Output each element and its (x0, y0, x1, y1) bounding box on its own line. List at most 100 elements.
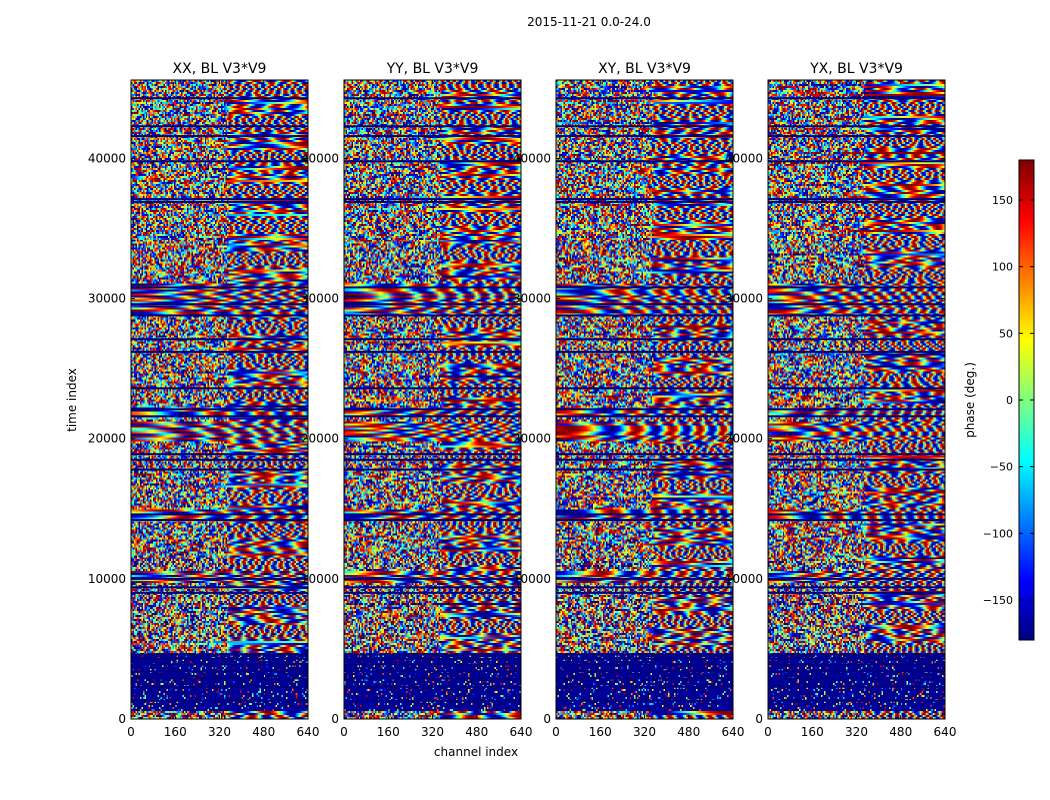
gap-row (131, 160, 308, 163)
gap-row (131, 135, 308, 138)
gap-row (768, 125, 945, 128)
gap-row (768, 97, 945, 100)
x-tick-label: 480 (252, 725, 275, 739)
gap-row (556, 653, 733, 656)
gap-row (768, 577, 945, 580)
gap-row (556, 350, 733, 353)
y-tick-label: 30000 (301, 292, 339, 306)
colorbar-tick-label: 100 (992, 261, 1013, 274)
x-axis-label: channel index (434, 745, 518, 759)
x-tick-label: 320 (421, 725, 444, 739)
y-tick-label: 40000 (513, 151, 551, 165)
panel-title: XX, BL V3*V9 (173, 61, 267, 77)
gap-row (768, 586, 945, 589)
panel-yy: YY, BL V3*V9 0 160 320 480 640 0 10000 20000 3000… (301, 61, 533, 739)
gap-row (768, 519, 945, 522)
y-tick-label: 30000 (513, 292, 551, 306)
x-tick-label: 640 (297, 725, 320, 739)
x-tick-label: 480 (465, 725, 488, 739)
y-tick-label: 30000 (725, 292, 763, 306)
gap-row (344, 663, 521, 666)
gap-row (556, 97, 733, 100)
gap-row (556, 685, 733, 688)
panel-yx: YX, BL V3*V9 0 160 320 480 640 0 10000 20000 3000… (725, 61, 957, 739)
gap-row (131, 677, 308, 680)
gap-row (768, 135, 945, 138)
heatmap-image (768, 80, 945, 719)
x-tick-label: 320 (208, 725, 231, 739)
gap-row (768, 453, 945, 456)
gap-row (556, 200, 733, 203)
gap-row (556, 591, 733, 594)
heatmap-image (556, 80, 733, 719)
gap-row (768, 350, 945, 353)
gap-row (131, 591, 308, 594)
gap-row (344, 314, 521, 317)
gap-row (768, 415, 945, 418)
gap-row (131, 586, 308, 589)
panel-xy: XY, BL V3*V9 0 160 320 480 640 0 10000 20000 3000… (513, 61, 745, 739)
gap-row (131, 338, 308, 341)
gap-row (556, 387, 733, 390)
gap-row (131, 699, 308, 702)
gap-row (768, 338, 945, 341)
gap-row (131, 670, 308, 673)
colorbar-tick-label: −50 (990, 461, 1013, 474)
gap-row (344, 519, 521, 522)
colorbar-tick-label: 50 (999, 327, 1013, 340)
y-tick-label: 30000 (88, 292, 126, 306)
gap-row (768, 200, 945, 203)
gap-row (131, 200, 308, 203)
gap-row (556, 286, 733, 289)
gap-row (131, 519, 308, 522)
gap-row (556, 198, 733, 201)
gap-row (768, 670, 945, 673)
heatmap-image (344, 80, 521, 719)
gap-row (344, 97, 521, 100)
suptitle: 2015-11-21 0.0-24.0 (527, 15, 651, 29)
gap-row (344, 286, 521, 289)
gap-row (556, 657, 733, 660)
gap-row (344, 135, 521, 138)
y-tick-label: 40000 (301, 151, 339, 165)
gap-row (344, 591, 521, 594)
x-tick-label: 160 (164, 725, 187, 739)
x-tick-label: 160 (377, 725, 400, 739)
gap-row (131, 653, 308, 656)
panel-title: YY, BL V3*V9 (386, 61, 479, 77)
gap-row (556, 160, 733, 163)
gap-row (556, 125, 733, 128)
gap-row (556, 699, 733, 702)
gap-row (344, 453, 521, 456)
gap-row (768, 591, 945, 594)
colorbar-tick-label: 150 (992, 194, 1013, 207)
x-tick-label: 0 (764, 725, 772, 739)
gap-row (131, 663, 308, 666)
gap-row (768, 685, 945, 688)
gap-row (556, 314, 733, 317)
gap-row (556, 468, 733, 471)
x-tick-label: 640 (934, 725, 957, 739)
x-tick-label: 0 (127, 725, 135, 739)
gap-row (768, 160, 945, 163)
y-tick-label: 0 (543, 712, 551, 726)
y-tick-label: 20000 (301, 432, 339, 446)
gap-row (131, 97, 308, 100)
gap-row (131, 198, 308, 201)
y-axis-label: time index (65, 368, 79, 432)
gap-row (768, 458, 945, 461)
gap-row (768, 468, 945, 471)
gap-row (768, 286, 945, 289)
gap-row (344, 408, 521, 411)
gap-row (131, 314, 308, 317)
gap-row (131, 125, 308, 128)
gap-row (344, 468, 521, 471)
gap-row (131, 303, 308, 306)
x-tick-label: 640 (722, 725, 745, 739)
gap-row (768, 303, 945, 306)
gap-row (344, 303, 521, 306)
gap-row (344, 677, 521, 680)
gap-row (768, 314, 945, 317)
y-tick-label: 10000 (513, 572, 551, 586)
